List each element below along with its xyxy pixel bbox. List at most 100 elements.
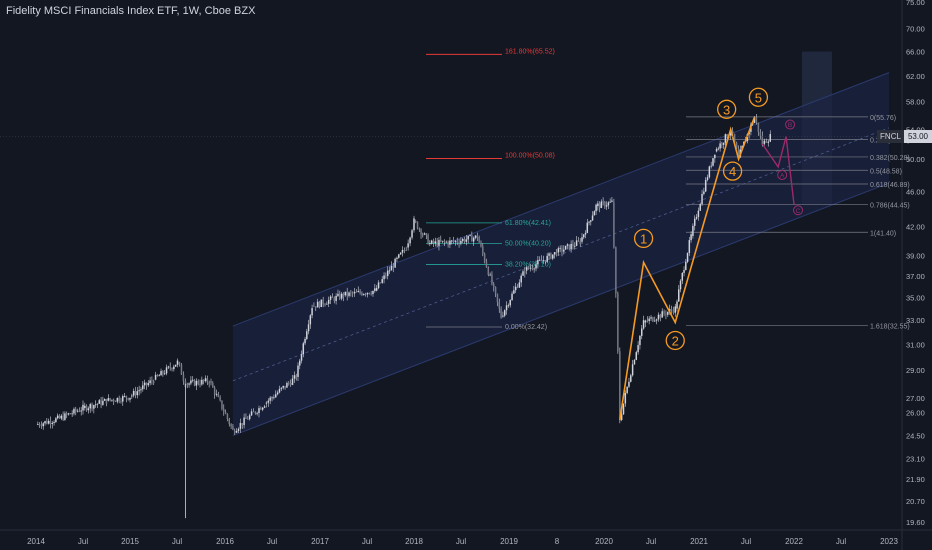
candle-body <box>363 294 365 295</box>
projection-label-circle <box>777 169 788 180</box>
candle-body <box>215 393 218 395</box>
candle-body <box>706 177 709 180</box>
candle-body <box>570 243 572 250</box>
candle-body <box>269 397 271 401</box>
candle-body <box>516 286 519 288</box>
candle-body <box>688 240 691 253</box>
candle-body <box>386 270 389 276</box>
y-tick-label: 26.00 <box>906 409 925 418</box>
x-tick-label: 2022 <box>785 537 803 546</box>
candle-body <box>84 405 86 409</box>
candle-body <box>118 397 120 402</box>
candle-body <box>333 297 336 301</box>
candle-body <box>493 284 495 287</box>
candle-body <box>248 415 251 420</box>
candle-body <box>237 428 240 431</box>
candle-body <box>613 202 615 248</box>
candle-body <box>295 375 297 379</box>
fib-right-label: 0(55.76) <box>870 115 896 122</box>
candle-body <box>201 379 203 385</box>
x-tick-label: 8 <box>555 537 560 546</box>
candle-body <box>496 293 499 303</box>
candle-body <box>98 400 101 404</box>
candle-body <box>120 401 122 402</box>
candle-body <box>219 396 221 401</box>
fib-right-label: 0.786(44.45) <box>870 203 910 210</box>
candle-body <box>710 165 712 167</box>
candle-body <box>75 408 77 412</box>
candle-body <box>199 383 201 385</box>
candle-body <box>191 379 194 381</box>
candle-body <box>753 117 756 123</box>
candle-body <box>76 410 79 412</box>
candle-body <box>366 292 369 295</box>
candle-body <box>142 385 144 390</box>
projection-label-C: C <box>796 208 801 215</box>
candle-body <box>434 241 437 244</box>
candle-body <box>171 368 173 370</box>
candle-body <box>105 399 108 404</box>
candle-body <box>204 378 207 382</box>
candle-body <box>604 201 606 207</box>
candle-body <box>136 391 139 396</box>
candle-body <box>271 397 273 399</box>
candle-body <box>509 300 511 306</box>
candle-body <box>527 267 530 269</box>
candle-body <box>755 117 758 123</box>
y-tick-label: 70.00 <box>906 25 925 34</box>
candle-body <box>443 240 446 242</box>
candle-body <box>351 292 354 294</box>
candle-body <box>765 140 768 143</box>
candle-body <box>364 294 367 295</box>
candle-body <box>239 423 242 429</box>
candle-body <box>546 255 548 262</box>
candle-body <box>188 383 190 385</box>
candle-body <box>93 405 95 409</box>
candle-body <box>212 382 214 388</box>
candle-body <box>96 403 99 405</box>
candle-body <box>529 267 532 269</box>
candle-body <box>326 303 328 305</box>
ticker-label: FNCL <box>877 130 904 143</box>
candle-body <box>584 232 587 235</box>
wave-label-5: 5 <box>755 90 762 105</box>
candle-body <box>167 366 170 368</box>
y-tick-label: 66.00 <box>906 48 925 57</box>
candle-body <box>635 352 638 360</box>
candle-body <box>503 310 506 316</box>
candle-body <box>498 302 501 309</box>
candle-body <box>703 191 705 194</box>
candle-body <box>555 252 558 256</box>
candle-body <box>737 148 740 156</box>
candle-body <box>398 254 400 258</box>
candle-body <box>353 291 356 294</box>
candle-body <box>247 418 249 420</box>
candle-body <box>100 400 102 405</box>
x-tick-label: 2014 <box>27 537 45 546</box>
candle-body <box>420 229 422 235</box>
x-tick-label: 2016 <box>216 537 234 546</box>
candle-body <box>769 134 771 142</box>
candle-body <box>542 260 545 261</box>
candle-body <box>235 430 238 433</box>
candle-body <box>286 383 288 388</box>
candle-body <box>149 380 151 384</box>
fib-middle-label: 38.20%(38.10) <box>505 261 551 268</box>
x-tick-label: Jul <box>172 537 182 546</box>
candle-body <box>143 382 146 386</box>
candle-body <box>60 415 63 419</box>
candle-body <box>476 235 479 239</box>
x-tick-label: Jul <box>646 537 656 546</box>
candle-body <box>261 407 264 410</box>
wave-label-2: 2 <box>672 333 679 348</box>
candle-body <box>590 220 592 222</box>
candle-body <box>514 286 517 291</box>
candle-body <box>761 135 764 145</box>
candle-body <box>94 404 97 406</box>
projection-label-A: A <box>780 172 785 179</box>
candle-body <box>427 235 429 245</box>
candle-body <box>293 375 296 379</box>
candle-body <box>370 293 372 295</box>
y-tick-label: 42.00 <box>906 223 925 232</box>
